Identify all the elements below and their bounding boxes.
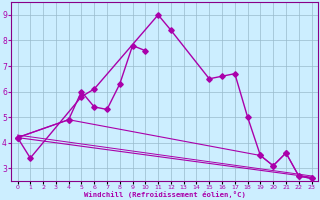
X-axis label: Windchill (Refroidissement éolien,°C): Windchill (Refroidissement éolien,°C) <box>84 191 245 198</box>
